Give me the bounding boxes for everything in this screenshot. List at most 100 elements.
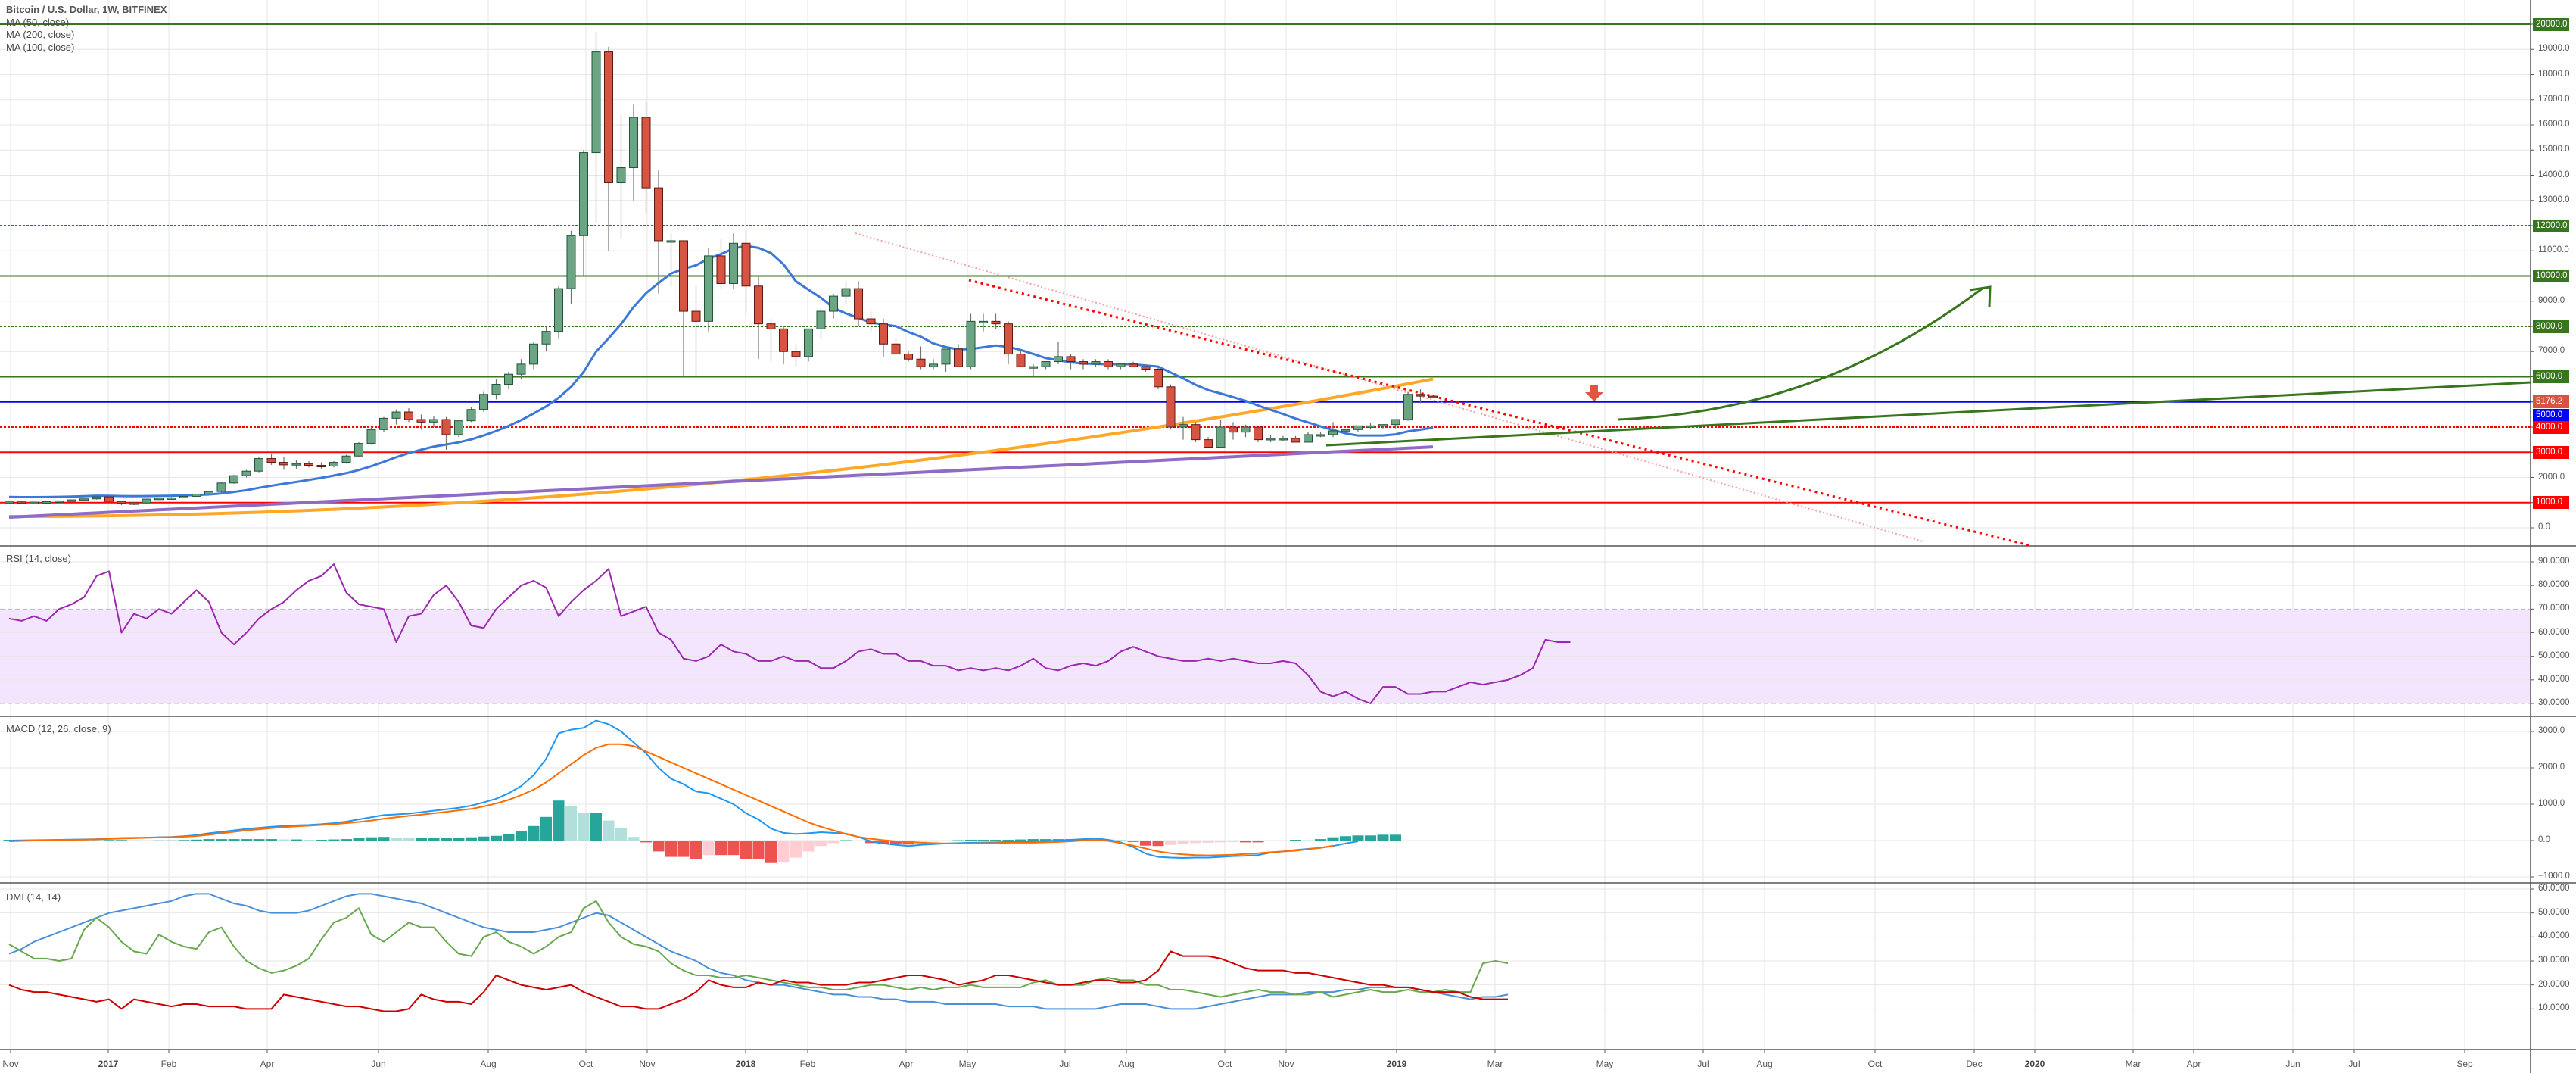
candle[interactable]	[579, 152, 588, 236]
candle[interactable]	[1353, 425, 1363, 430]
candle[interactable]	[529, 343, 538, 365]
candle[interactable]	[55, 500, 64, 503]
candle[interactable]	[816, 310, 826, 329]
candle[interactable]	[1129, 363, 1138, 367]
candle[interactable]	[1191, 424, 1201, 441]
candle[interactable]	[30, 501, 39, 504]
candle[interactable]	[916, 358, 926, 367]
candle[interactable]	[1416, 394, 1425, 397]
candle[interactable]	[654, 187, 663, 242]
candle[interactable]	[479, 394, 488, 410]
candle[interactable]	[1341, 429, 1350, 432]
candle[interactable]	[1279, 438, 1288, 441]
candle[interactable]	[1066, 356, 1076, 363]
candle[interactable]	[1266, 438, 1276, 441]
candle[interactable]	[966, 320, 976, 367]
candle[interactable]	[254, 458, 263, 472]
candle[interactable]	[729, 242, 738, 284]
candle[interactable]	[429, 419, 438, 423]
candle[interactable]	[829, 295, 838, 312]
candle[interactable]	[1154, 369, 1163, 388]
candle[interactable]	[1366, 425, 1375, 428]
candle[interactable]	[766, 323, 776, 329]
candle[interactable]	[1254, 426, 1263, 441]
candle[interactable]	[979, 320, 988, 323]
candle[interactable]	[216, 482, 226, 492]
candle[interactable]	[1378, 424, 1388, 427]
indicator-ma200-label[interactable]: MA (200, close)	[6, 29, 75, 40]
candle[interactable]	[441, 419, 451, 435]
candle[interactable]	[129, 502, 139, 505]
candle[interactable]	[1428, 395, 1438, 398]
rsi-pane-label[interactable]: RSI (14, close)	[6, 553, 71, 564]
candle[interactable]	[229, 475, 238, 484]
candle[interactable]	[1141, 366, 1151, 370]
candle[interactable]	[1291, 438, 1300, 443]
candle[interactable]	[741, 242, 751, 287]
candle[interactable]	[641, 117, 651, 189]
candle[interactable]	[1328, 430, 1338, 435]
down-arrow-icon[interactable]	[1585, 385, 1603, 401]
candle[interactable]	[241, 470, 251, 476]
candle[interactable]	[879, 323, 888, 345]
candle[interactable]	[304, 463, 313, 466]
candle[interactable]	[491, 383, 501, 395]
candle[interactable]	[416, 419, 426, 423]
dmi-pane-label[interactable]: DMI (14, 14)	[6, 891, 61, 903]
candle[interactable]	[42, 501, 51, 504]
indicator-ma50-label[interactable]: MA (50, close)	[6, 16, 70, 28]
candle[interactable]	[316, 465, 326, 468]
candle[interactable]	[391, 411, 401, 419]
candle[interactable]	[279, 462, 288, 466]
candle[interactable]	[591, 51, 601, 154]
candle[interactable]	[1204, 439, 1213, 448]
candle[interactable]	[704, 255, 713, 322]
candle[interactable]	[341, 455, 351, 463]
candle[interactable]	[841, 288, 851, 297]
trendline-descending-red[interactable]	[968, 279, 2029, 547]
candle[interactable]	[1029, 366, 1038, 369]
candle[interactable]	[779, 328, 788, 352]
candle[interactable]	[616, 167, 626, 183]
candle[interactable]	[604, 51, 613, 183]
candle[interactable]	[629, 117, 638, 169]
projection-curve-arrow[interactable]	[1617, 286, 1984, 421]
candle[interactable]	[154, 498, 164, 501]
candle[interactable]	[204, 491, 213, 494]
candle[interactable]	[866, 318, 876, 325]
candle[interactable]	[791, 351, 801, 357]
candle[interactable]	[379, 417, 388, 430]
candle[interactable]	[291, 463, 301, 466]
candle[interactable]	[554, 288, 563, 332]
candle[interactable]	[691, 310, 701, 322]
candle[interactable]	[5, 501, 14, 504]
candle[interactable]	[1104, 361, 1113, 367]
candle[interactable]	[1091, 361, 1101, 365]
candle[interactable]	[1241, 426, 1251, 433]
candle[interactable]	[1391, 419, 1400, 426]
candle[interactable]	[1229, 426, 1238, 433]
candle[interactable]	[1079, 361, 1088, 365]
candle[interactable]	[991, 320, 1001, 325]
candle[interactable]	[17, 501, 26, 504]
candle[interactable]	[142, 498, 151, 504]
candle[interactable]	[666, 240, 676, 243]
candle[interactable]	[167, 497, 176, 500]
candle[interactable]	[716, 255, 726, 284]
candle[interactable]	[1054, 356, 1063, 363]
candle[interactable]	[117, 501, 126, 504]
candle[interactable]	[1166, 386, 1176, 428]
candle[interactable]	[1179, 424, 1188, 428]
candle[interactable]	[329, 462, 338, 467]
candle[interactable]	[566, 235, 576, 289]
candle[interactable]	[266, 458, 276, 463]
candle[interactable]	[929, 363, 938, 367]
candle[interactable]	[941, 348, 951, 365]
candle[interactable]	[854, 288, 863, 320]
candle[interactable]	[354, 443, 363, 457]
candle[interactable]	[192, 493, 201, 497]
trendline-ascending-green[interactable]	[1325, 381, 2531, 447]
symbol-title[interactable]: Bitcoin / U.S. Dollar, 1W, BITFINEX	[6, 4, 167, 15]
candle[interactable]	[504, 373, 513, 385]
